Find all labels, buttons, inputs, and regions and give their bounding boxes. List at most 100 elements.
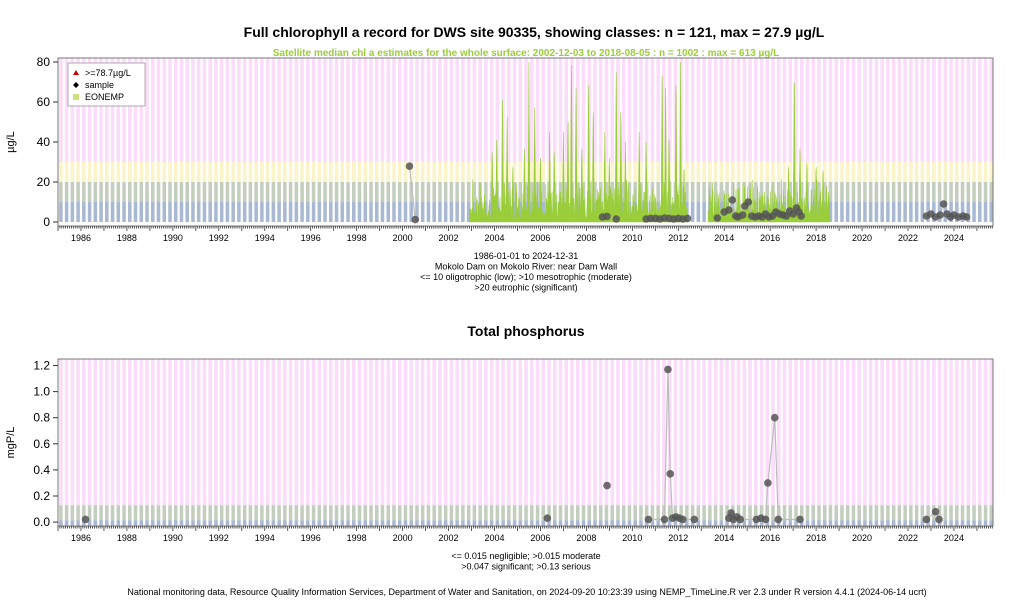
x-tick-label: 2012 [668,533,688,543]
x-tick-label: 1992 [209,533,229,543]
axis-note: >0.047 significant; >0.13 serious [461,562,591,572]
x-tick-label: 1990 [163,233,183,243]
class-band [58,58,993,162]
axis-note: Mokolo Dam on Mokolo River: near Dam Wal… [435,262,617,272]
class-band [58,359,993,506]
y-tick-label: 60 [37,95,51,109]
sample-point [761,515,770,524]
x-tick-label: 1998 [347,233,367,243]
x-tick-label: 2018 [806,533,826,543]
sample-point [939,200,948,208]
sample-point [603,212,611,221]
sample-connector [774,417,779,520]
x-tick-label: 2022 [898,233,918,243]
sample-connector [663,369,669,520]
sample-point [738,211,747,219]
class-band [58,162,993,182]
x-tick-label: 2000 [393,533,413,543]
x-tick-label: 1996 [301,233,321,243]
sample-point [962,213,971,221]
sample-point [666,470,675,478]
sample-point [931,507,940,516]
x-tick-label: 2008 [576,233,596,243]
legend-label: sample [85,80,114,90]
x-tick-label: 2022 [898,533,918,543]
sample-point [728,196,737,204]
class-band [58,182,993,202]
legend-box [67,62,146,107]
sample-point [797,212,805,220]
sample-connector [764,482,769,520]
x-tick-label: 2016 [760,233,780,243]
sample-point [690,515,699,524]
x-tick-label: 1990 [163,533,183,543]
sample-point [405,162,414,170]
axis-note: >20 eutrophic (significant) [474,283,577,293]
x-tick-label: 2014 [714,533,734,543]
legend-marker [73,70,79,75]
sample-point [727,509,735,517]
sample-connector [667,369,671,474]
sample-point [922,515,931,524]
sample-point [543,514,552,522]
sample-point [774,515,783,524]
sample-point [935,515,943,524]
x-tick-label: 1998 [347,533,367,543]
y-tick-label: 0.6 [33,437,50,451]
sample-point [411,215,420,224]
sample-connector [669,473,674,519]
x-tick-label: 1994 [255,533,275,543]
x-tick-label: 2004 [484,233,504,243]
sample-connector [767,417,776,484]
phosphorus-panel: Total phosphorus 0.0 0.2 0.4 0.6 0.8 1.0 1.2 mg… [5,323,994,572]
x-tick-label: 1988 [117,233,137,243]
x-tick-label: 2016 [760,533,780,543]
axis-note: <= 10 oligotrophic (low); >10 mesotrophi… [420,272,632,282]
class-band [58,505,993,516]
y-tick-label: 0.8 [33,411,50,425]
chart-title: Full chlorophyll a record for DWS site 9… [244,24,825,40]
sample-point [725,206,733,214]
x-tick-label: 2010 [622,233,642,243]
sample-point [764,479,772,487]
chart-title: Total phosphorus [467,323,584,339]
x-tick-label: 2018 [806,233,826,243]
legend-label: >=78.7µg/L [85,68,131,78]
x-tick-label: 2000 [393,233,413,243]
sample-point [796,515,804,524]
footer-credit: National monitoring data, Resource Quali… [127,587,926,597]
y-tick-label: 80 [37,55,51,69]
legend-marker [73,82,79,88]
sample-point [660,515,669,524]
satellite-series [707,82,831,223]
sample-point [612,215,621,223]
x-tick-label: 1992 [209,233,229,243]
x-tick-label: 2006 [530,233,550,243]
x-tick-label: 1996 [301,533,321,543]
x-tick-label: 2024 [944,233,964,243]
y-axis-label: µg/L [5,131,17,153]
y-tick-label: 0.4 [33,463,50,477]
sample-point [81,515,90,524]
axis-note: <= 0.015 negligible; >0.015 moderate [451,551,600,561]
sample-point [603,481,611,490]
y-tick-label: 0 [43,215,50,229]
sample-point [789,210,797,218]
y-tick-label: 1.0 [33,385,50,399]
x-tick-label: 2010 [622,533,642,543]
chart-subtitle: Satellite median chl a estimates for the… [273,48,780,59]
sample-point [736,515,745,524]
sample-connector [408,166,416,220]
sample-point [770,413,779,422]
x-tick-label: 2002 [439,233,459,243]
sample-point [713,214,722,222]
x-tick-label: 1994 [255,233,275,243]
x-tick-label: 2020 [852,533,872,543]
y-tick-label: 40 [37,135,51,149]
sample-point [683,214,692,223]
y-tick-label: 1.2 [33,359,50,373]
sample-point [936,211,944,219]
sample-point [679,515,687,524]
x-tick-label: 2004 [484,533,504,543]
x-tick-label: 2002 [439,533,459,543]
